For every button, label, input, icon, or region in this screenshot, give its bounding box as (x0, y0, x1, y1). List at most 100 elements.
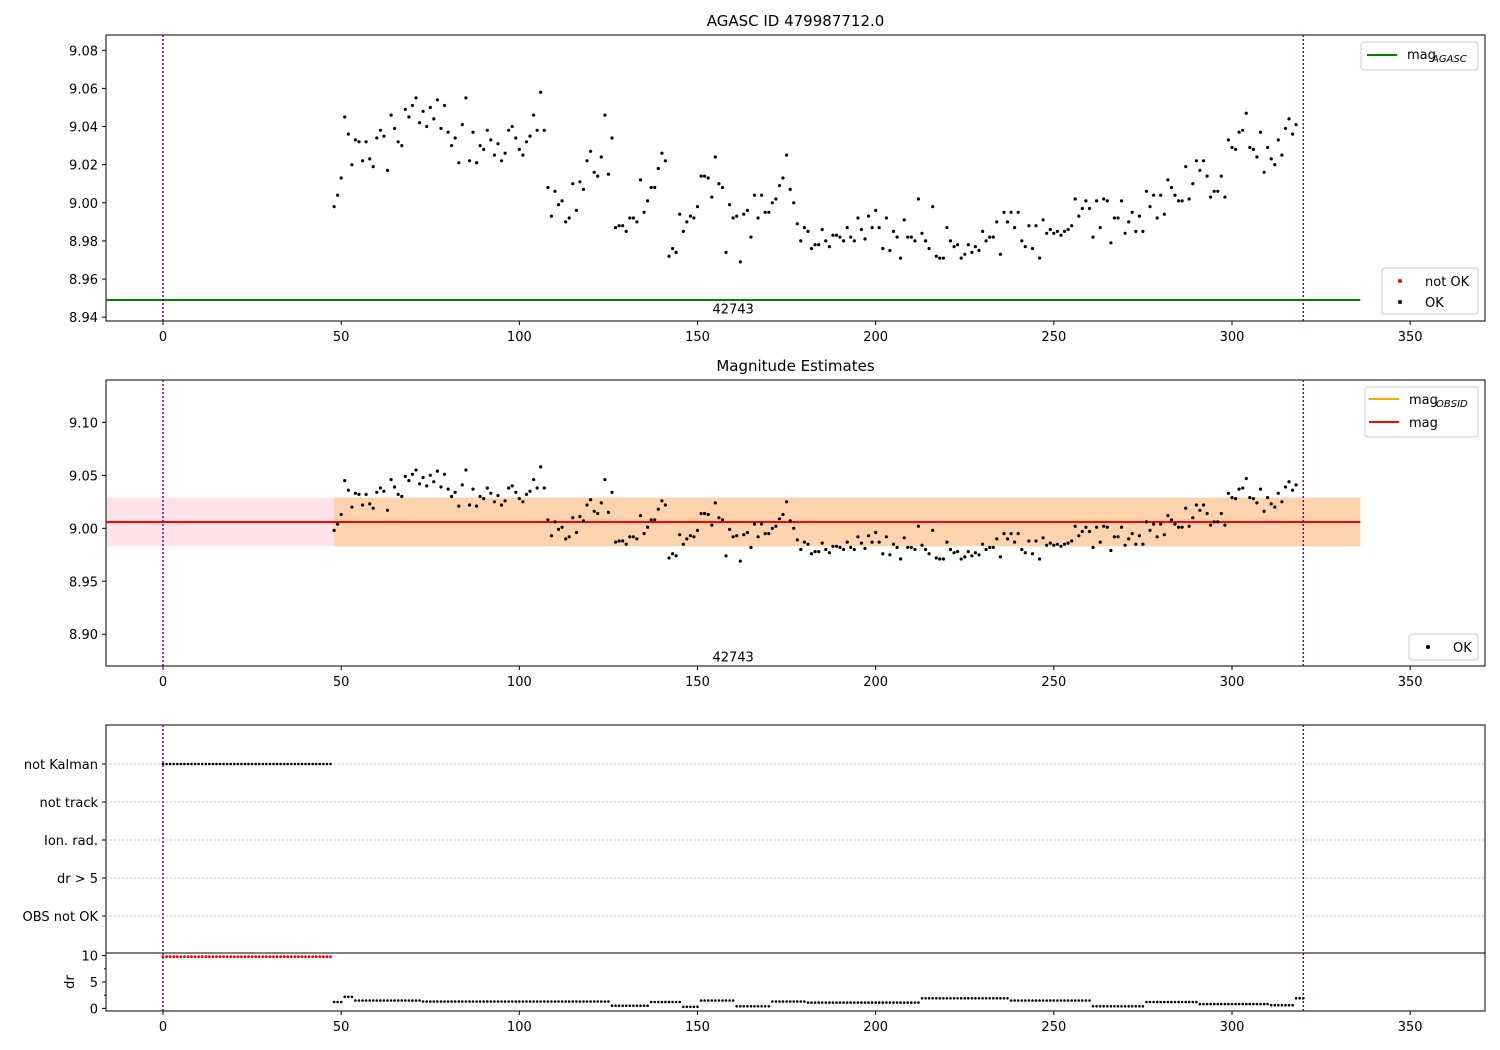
mag-point (375, 490, 379, 494)
x-tick-label: 350 (1398, 330, 1423, 345)
mag-point (478, 144, 482, 148)
mag-point (678, 533, 682, 537)
dr-point-not-ok (211, 955, 215, 959)
mag-point (460, 483, 464, 487)
mag-point (785, 500, 789, 504)
mag-point (418, 482, 422, 486)
flag-point (290, 762, 293, 766)
dr-point (845, 1001, 849, 1004)
mag-point (1070, 539, 1074, 543)
mag-point (1251, 147, 1255, 151)
mag-point (906, 545, 910, 550)
dr-point (1280, 1003, 1284, 1007)
dr-point-not-ok (190, 955, 193, 959)
mag-point (899, 557, 903, 561)
mag-point (1230, 496, 1234, 500)
mag-point (603, 113, 607, 117)
dr-point (386, 999, 389, 1002)
mag-point (731, 216, 735, 220)
mag-point (1184, 506, 1188, 510)
dr-point (1187, 1000, 1191, 1004)
mag-point (941, 256, 946, 260)
mag-point (478, 494, 482, 499)
dr-point (1145, 1000, 1148, 1004)
flag-point (161, 762, 165, 766)
dr-point (453, 1000, 457, 1003)
mag-point (567, 216, 571, 220)
dr-point (1205, 1002, 1209, 1006)
flag-point (307, 762, 311, 766)
dr-point (774, 1000, 778, 1003)
mag-point (1291, 488, 1295, 492)
mag-point (806, 542, 810, 546)
dr-point (696, 1005, 699, 1009)
flag-point (247, 762, 250, 766)
mag-point (407, 479, 411, 483)
mag-point (361, 159, 365, 163)
mag-point (681, 542, 685, 546)
dr-point-not-ok (250, 955, 254, 959)
mag-point (788, 187, 792, 191)
mag-point (685, 220, 689, 224)
mag-point (571, 516, 575, 520)
dr-point (1024, 999, 1027, 1002)
mag-point (931, 528, 935, 533)
mag-point (1087, 206, 1092, 211)
mag-point (1102, 524, 1106, 528)
dr-point (935, 997, 938, 1000)
mag-point (1219, 174, 1223, 178)
dr-point (682, 1005, 685, 1009)
mag-point (1077, 534, 1081, 538)
dr-point (888, 1001, 892, 1004)
mag-point (603, 478, 607, 482)
mag-point (792, 526, 796, 530)
dr-point (1223, 1002, 1227, 1006)
mag-point (1166, 178, 1170, 182)
mag-point (385, 168, 390, 172)
y-tick-label: 8.94 (69, 311, 98, 326)
dr-point (813, 1001, 817, 1004)
mag-point (407, 115, 411, 119)
mag-point (663, 159, 668, 163)
dr-point (1269, 1003, 1273, 1007)
mag-point (998, 555, 1003, 559)
mag-point (924, 547, 928, 552)
dr-point (628, 1004, 632, 1007)
y-tick-label: 10 (81, 950, 98, 965)
dr-point (585, 1000, 589, 1003)
mag-point (1005, 537, 1010, 541)
flag-point (204, 762, 208, 766)
mag-point (503, 499, 507, 503)
dr-point (518, 1000, 521, 1003)
mag-point (1123, 543, 1127, 547)
mag-point (482, 147, 486, 151)
mag-point (927, 246, 931, 251)
mag-point (909, 545, 913, 550)
dr-point-not-ok (172, 955, 176, 959)
dr-point (902, 1001, 906, 1004)
dr-point (992, 997, 995, 1000)
mag-point (1130, 210, 1134, 214)
mag-point (988, 235, 992, 239)
dr-point (489, 1000, 493, 1003)
mag-point (606, 510, 611, 514)
mag-point (425, 124, 429, 129)
mag-point (378, 128, 382, 132)
mag-point (710, 195, 714, 199)
mag-point (378, 486, 382, 490)
mag-point (899, 256, 903, 260)
dr-point-not-ok (307, 955, 311, 959)
dr-point (535, 1000, 539, 1003)
mag-point (963, 252, 967, 256)
mag-point (1159, 193, 1163, 197)
mag-point (902, 536, 906, 540)
dr-point (1120, 1005, 1123, 1008)
mag-point (343, 479, 347, 483)
mag-point (1280, 153, 1284, 157)
mag-point (863, 237, 867, 241)
mag-point (699, 174, 703, 178)
dr-point (1109, 1005, 1113, 1008)
mag-point (799, 239, 803, 243)
axes-frame (105, 379, 1486, 667)
mag-point (1255, 501, 1259, 505)
